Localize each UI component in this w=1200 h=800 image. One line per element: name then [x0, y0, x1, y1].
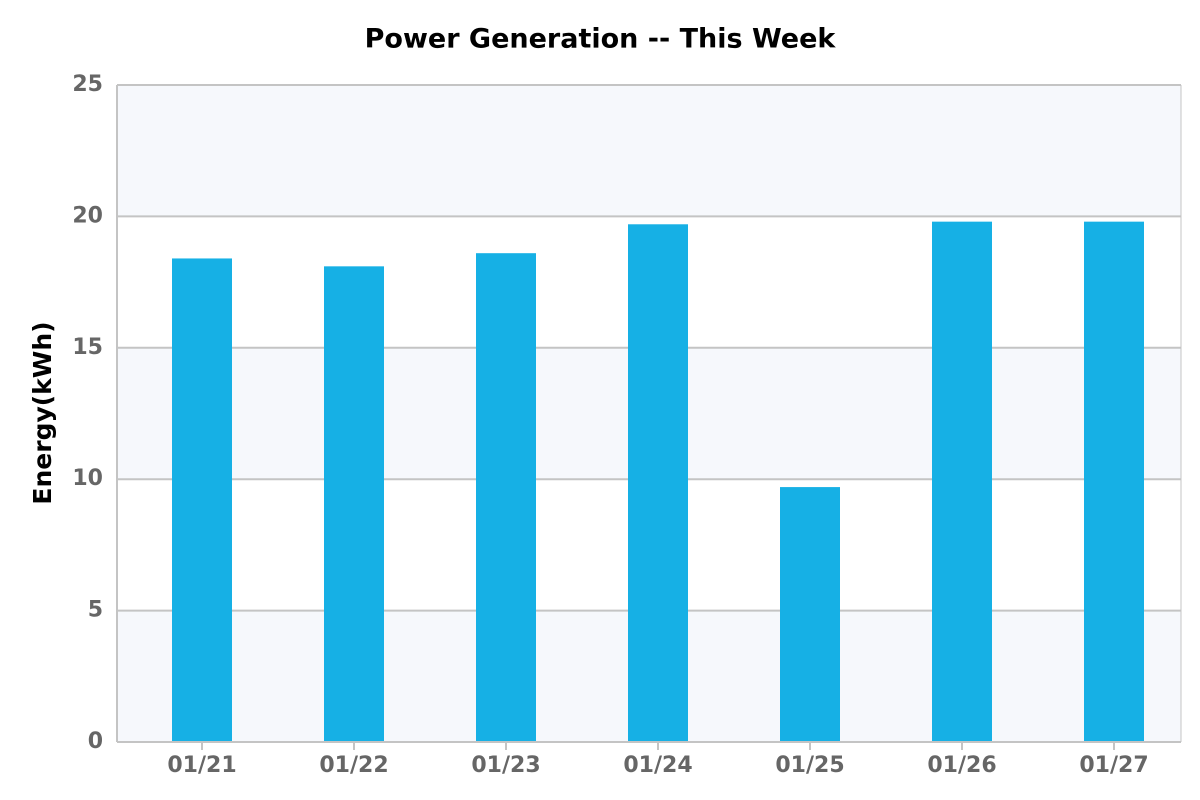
bar [324, 266, 384, 742]
x-tick-label: 01/25 [775, 753, 844, 778]
y-tick-label: 0 [88, 729, 103, 754]
x-tick-label: 01/23 [471, 753, 540, 778]
y-tick-label: 25 [72, 72, 103, 97]
y-tick-label: 10 [72, 466, 103, 491]
x-tick-label: 01/27 [1079, 753, 1148, 778]
bar [932, 221, 992, 742]
y-tick-label: 20 [72, 203, 103, 228]
y-tick-label: 5 [88, 598, 103, 623]
x-tick-label: 01/26 [927, 753, 996, 778]
y-tick-label: 15 [72, 335, 103, 360]
chart-title: Power Generation -- This Week [365, 24, 837, 55]
bar [628, 224, 688, 742]
x-tick-label: 01/21 [167, 753, 236, 778]
plot-band [117, 85, 1181, 217]
x-tick-label: 01/22 [319, 753, 388, 778]
bar [1084, 221, 1144, 742]
bar [476, 253, 536, 742]
x-tick-label: 01/24 [623, 753, 692, 778]
bar [780, 487, 840, 742]
bar [172, 258, 232, 742]
y-axis-label: Energy(kWh) [28, 321, 57, 504]
